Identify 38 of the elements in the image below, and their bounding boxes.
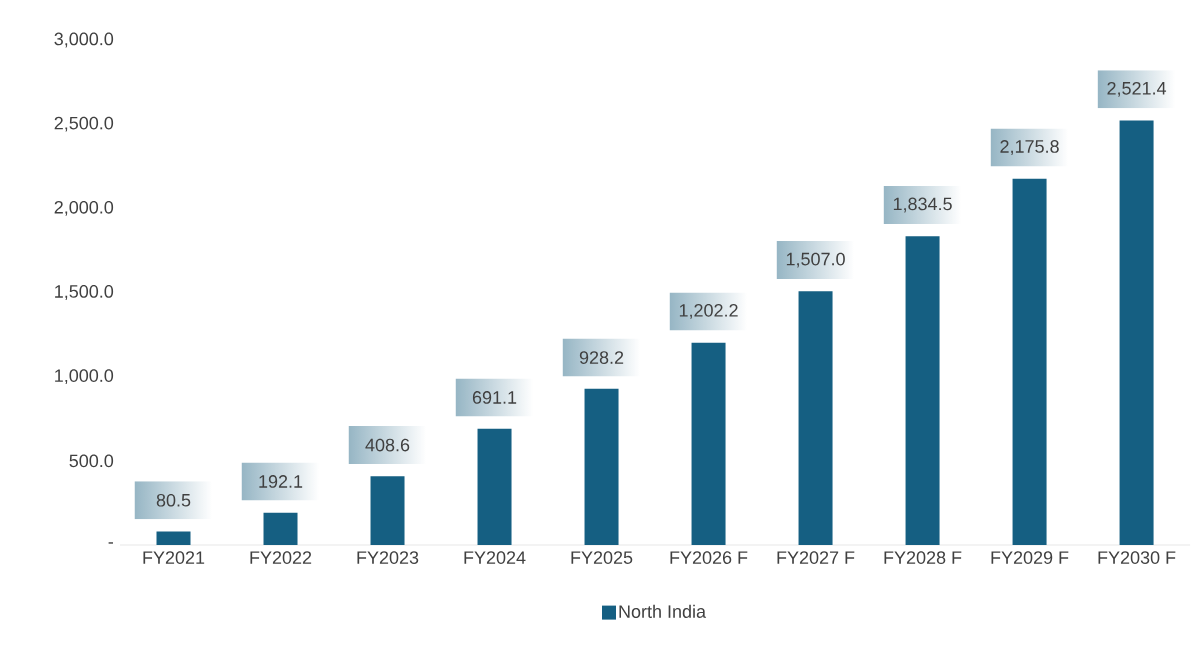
bar — [798, 291, 833, 545]
data-label: 1,834.5 — [893, 197, 952, 213]
x-tick-label: FY2029 F — [991, 551, 1069, 564]
data-label: 80.5 — [156, 493, 191, 507]
bar — [156, 531, 191, 545]
bar — [477, 428, 512, 545]
bar — [1119, 120, 1154, 545]
bar — [905, 236, 940, 545]
y-tick-label: 2,500.0 — [54, 116, 114, 132]
x-tick-label: FY2028 F — [884, 551, 962, 564]
x-tick-label: FY2025 — [571, 551, 633, 564]
x-tick-label: FY2022 — [250, 551, 312, 564]
y-tick-label: 1,000.0 — [55, 369, 114, 385]
x-tick-label: FY2024 — [464, 551, 526, 564]
data-label: 1,202.2 — [679, 304, 738, 319]
data-label: 928.2 — [579, 351, 624, 364]
legend-label: North India — [619, 604, 707, 618]
bar — [263, 512, 298, 545]
x-tick-label: FY2027 F — [777, 551, 855, 564]
y-tick-label: 1,500.0 — [55, 285, 114, 300]
data-label: 691.1 — [472, 391, 517, 404]
data-label: 1,507.0 — [786, 252, 845, 268]
x-tick-label: FY2026 F — [670, 551, 748, 564]
y-tick-label: 500.0 — [69, 454, 114, 468]
data-label: 2,521.4 — [1107, 81, 1167, 97]
data-label: 192.1 — [259, 475, 303, 488]
x-tick-label: FY2023 — [357, 551, 419, 564]
x-tick-label: FY2030 F — [1098, 551, 1176, 564]
y-tick-label: - — [108, 542, 113, 544]
bar — [1012, 178, 1047, 545]
x-tick-label: FY2021 — [143, 551, 205, 564]
bar — [584, 388, 619, 545]
data-label: 2,175.8 — [1000, 140, 1059, 155]
bar — [691, 342, 726, 545]
bar — [370, 476, 405, 545]
y-tick-label: 3,000.0 — [54, 32, 114, 48]
y-tick-label: 2,000.0 — [54, 200, 114, 216]
data-label: 408.6 — [365, 438, 410, 452]
